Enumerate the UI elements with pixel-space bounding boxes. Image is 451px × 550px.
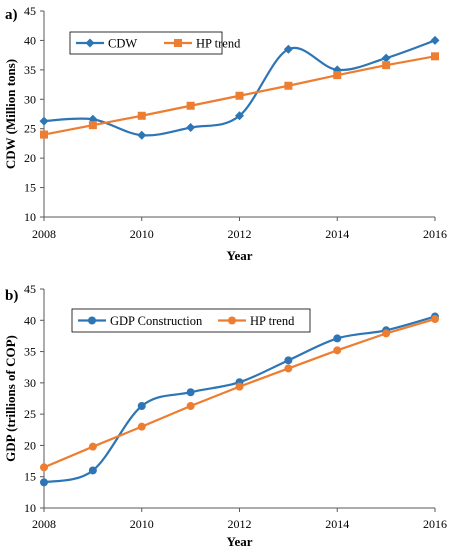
series-2: [40, 315, 439, 472]
y-tick-label: 15: [24, 181, 36, 195]
data-point: [235, 111, 244, 121]
data-point: [40, 463, 48, 472]
x-tick-label: 2010: [130, 517, 154, 531]
y-tick-label: 20: [24, 438, 36, 452]
y-axis-title: GDP (trillions of COP): [3, 335, 18, 462]
x-axis-title: Year: [227, 534, 253, 549]
x-tick-label: 2014: [325, 227, 349, 241]
x-tick-label: 2008: [32, 517, 56, 531]
data-point: [186, 402, 195, 411]
legend-label: HP trend: [196, 37, 241, 51]
series-1: [39, 35, 440, 140]
x-tick-label: 2014: [325, 517, 349, 531]
legend: GDP Construction HP trend: [71, 308, 311, 333]
series-line: [43, 317, 436, 469]
data-point: [137, 130, 147, 140]
series-line: [43, 39, 436, 137]
data-point: [88, 121, 97, 130]
y-tick-label: 10: [24, 501, 36, 515]
y-tick-label: 25: [24, 122, 36, 136]
data-point: [430, 35, 440, 45]
series-line: [43, 315, 436, 484]
data-point: [235, 382, 244, 391]
legend-swatch-marker: [85, 38, 95, 48]
series-1: [40, 312, 439, 487]
x-tick-label: 2010: [130, 227, 154, 241]
x-tick-label: 2016: [423, 517, 447, 531]
legend-swatch-marker: [228, 316, 236, 325]
legend-box: [71, 308, 311, 333]
x-tick-label: 2016: [423, 227, 447, 241]
data-point: [137, 422, 146, 431]
y-tick-label: 45: [24, 4, 36, 18]
y-tick-label: 30: [24, 376, 36, 390]
legend-swatch-marker: [88, 316, 96, 325]
data-point: [186, 388, 195, 397]
data-point: [283, 44, 293, 54]
y-tick-label: 40: [24, 33, 36, 47]
data-point: [40, 478, 48, 487]
y-tick-label: 35: [24, 63, 36, 77]
y-tick-label: 10: [24, 210, 36, 224]
data-point: [235, 91, 244, 100]
data-point: [284, 356, 293, 365]
y-tick-label: 25: [24, 407, 36, 421]
panel-a: 10 15 20 25 30 35 40 45 2008 2010 2012 2014 2016 Year…: [3, 4, 447, 263]
x-tick-label: 2012: [228, 517, 252, 531]
panel-label: a): [5, 7, 18, 23]
y-axis-title: CDW (Million tons): [3, 59, 18, 169]
data-point: [381, 53, 391, 63]
panel-label: b): [5, 288, 18, 304]
legend-swatch-marker: [174, 39, 182, 47]
y-tick-label: 35: [24, 345, 36, 359]
data-point: [333, 346, 342, 355]
legend-label: CDW: [108, 37, 137, 51]
y-tick-label: 30: [24, 92, 36, 106]
data-point: [431, 315, 439, 324]
data-point: [88, 466, 97, 475]
y-tick-label: 20: [24, 151, 36, 165]
data-point: [137, 111, 146, 120]
data-point: [284, 364, 293, 373]
x-axis-title: Year: [227, 248, 253, 263]
data-point: [88, 442, 97, 451]
y-tick-label: 40: [24, 313, 36, 327]
data-point: [382, 61, 391, 70]
y-tick-label: 45: [24, 282, 36, 296]
legend-label: GDP Construction: [110, 314, 203, 328]
x-tick-label: 2008: [32, 227, 56, 241]
data-point: [137, 402, 146, 411]
legend-label: HP trend: [250, 314, 295, 328]
data-point: [284, 81, 293, 90]
panel-b: 10 15 20 25 30 35 40 45 2008 2010 2012 2014 2016 Year…: [3, 282, 447, 549]
data-point: [333, 334, 342, 343]
data-point: [40, 130, 48, 139]
legend: CDW HP trend: [69, 31, 241, 55]
series-2: [40, 52, 439, 139]
legend-box: [69, 31, 223, 55]
y-tick-label: 15: [24, 470, 36, 484]
data-point: [333, 71, 342, 80]
x-tick-label: 2012: [228, 227, 252, 241]
data-point: [431, 52, 439, 61]
data-point: [382, 329, 391, 338]
data-point: [39, 116, 49, 126]
data-point: [186, 123, 196, 133]
data-point: [186, 101, 195, 110]
